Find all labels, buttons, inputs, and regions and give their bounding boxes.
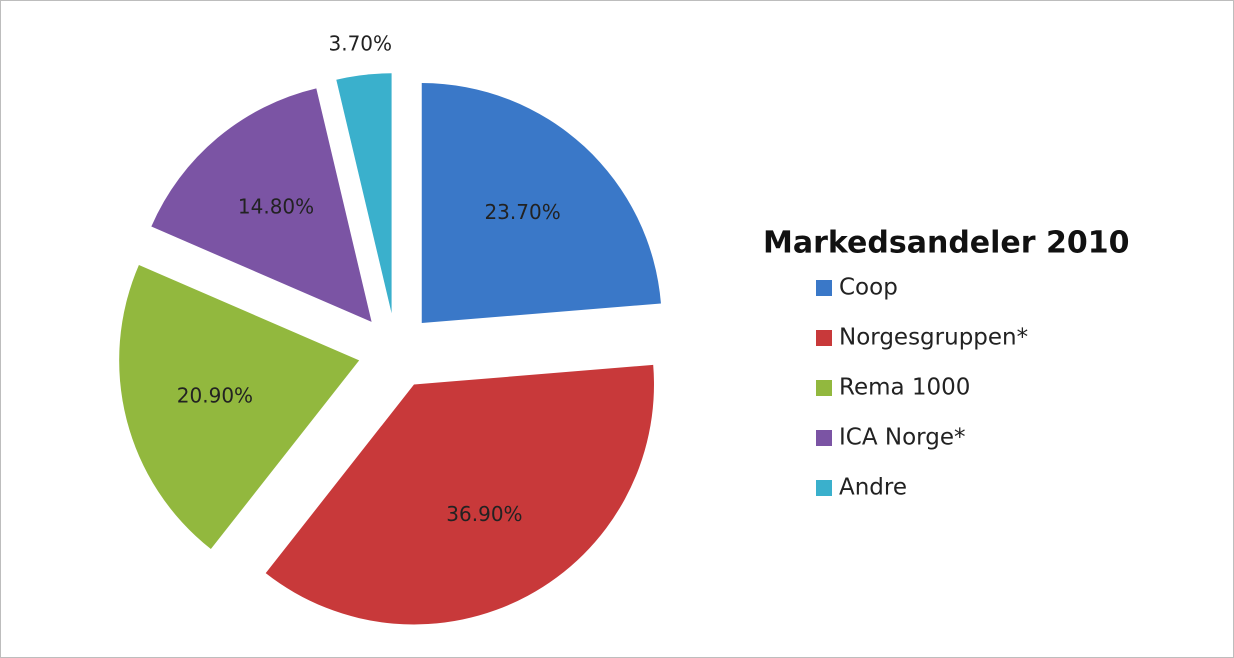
pie-slice bbox=[265, 364, 654, 625]
pie-slice bbox=[336, 73, 392, 314]
legend-label: Andre bbox=[839, 475, 907, 501]
data-label: 23.70% bbox=[484, 200, 560, 224]
legend-swatch bbox=[816, 480, 832, 496]
legend-swatch bbox=[816, 330, 832, 346]
legend-label: Norgesgruppen* bbox=[839, 325, 1028, 351]
legend-label: Coop bbox=[839, 275, 898, 301]
data-label: 3.70% bbox=[329, 32, 393, 56]
data-label: 14.80% bbox=[238, 194, 314, 218]
pie-slice bbox=[119, 265, 360, 550]
legend-swatch bbox=[816, 280, 832, 296]
pie-slice bbox=[151, 88, 372, 322]
data-label: 20.90% bbox=[177, 383, 253, 407]
pie-slice bbox=[421, 83, 661, 324]
legend-label: ICA Norge* bbox=[839, 425, 965, 451]
legend-swatch bbox=[816, 380, 832, 396]
legend-label: Rema 1000 bbox=[839, 375, 970, 401]
legend-swatch bbox=[816, 430, 832, 446]
legend-title: Markedsandeler 2010 bbox=[763, 226, 1130, 261]
data-label: 36.90% bbox=[446, 502, 522, 526]
